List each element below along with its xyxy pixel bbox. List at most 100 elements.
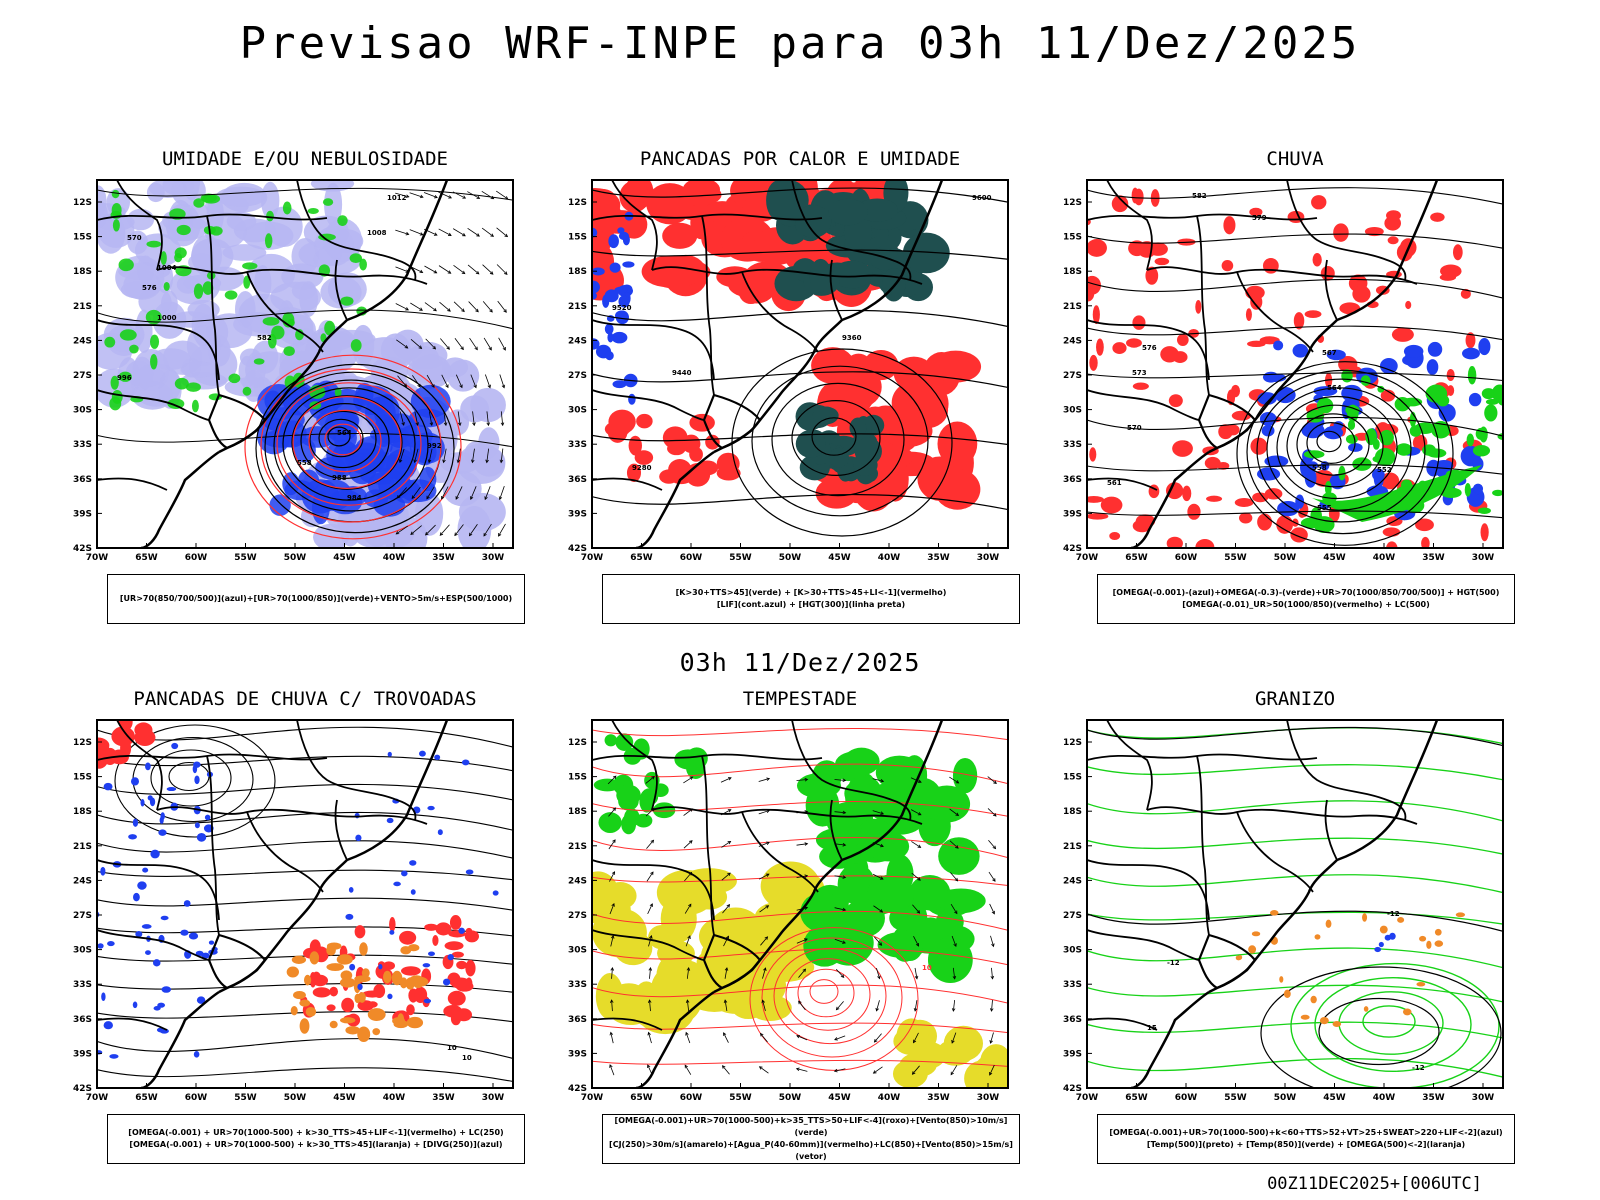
contour-label: 9440 (672, 369, 692, 377)
contour-label: 1000 (157, 314, 177, 322)
lat-tick-label: 36S (568, 1015, 587, 1025)
map-frame (96, 179, 514, 549)
lon-tick-label: 45W (1323, 1093, 1346, 1103)
legend-line: [OMEGA(-0.001) + UR>70(1000-500) + k>30_… (129, 1140, 503, 1149)
map-heat-showers: 9600 9520 9440 9360 9280 12S 15S 18S 21S 24S 27S 30… (568, 179, 1009, 563)
lc850-vortex (749, 927, 919, 1071)
contour-label: 992 (427, 442, 442, 450)
lat-tick-label: 24S (568, 336, 587, 346)
contour-label: 576 (1142, 344, 1157, 352)
map-humidity: 1012 1008 1004 1000 996 992 988 984 570 576 582 564… (73, 179, 514, 563)
base-map (97, 180, 449, 548)
panel-title: UMIDADE E/OU NEBULOSIDADE (162, 148, 448, 170)
contour-labels: 9600 9520 9440 9360 9280 (612, 194, 992, 472)
lat-tick-label: 33S (568, 440, 587, 450)
legend-line: [LIF](cont.azul) + [HGT(300)](linha pret… (716, 600, 906, 609)
panel-legend: [OMEGA(-0.001)-(azul)+OMEGA(-0.3)-(verde… (1097, 574, 1515, 624)
contour-label: 9520 (612, 304, 632, 312)
lat-tick-label: 18S (568, 807, 587, 817)
lon-tick-label: 35W (1422, 1093, 1445, 1103)
lat-tick-label: 30S (568, 406, 587, 416)
panel-storm: TEMPESTADE 10 12S 15S 18S 21S 24S 27S 30S 33S 36S 3… (540, 688, 1020, 1198)
lon-tick-label: 65W (1125, 1093, 1148, 1103)
base-map (1087, 180, 1439, 548)
contour-labels: -12 -12 15 -12 (1147, 910, 1425, 1072)
lat-tick-label: 36S (568, 475, 587, 485)
lon-tick-label: 60W (185, 1093, 208, 1103)
base-map (592, 720, 944, 1088)
lon-tick-label: 55W (1224, 1093, 1247, 1103)
lat-tick-label: 15S (73, 233, 92, 243)
lat-tick-label: 36S (1063, 475, 1082, 485)
lat-tick-label: 24S (1063, 876, 1082, 886)
lat-tick-label: 18S (568, 267, 587, 277)
contour-label: 9280 (632, 464, 652, 472)
rain-green-band (1312, 465, 1482, 522)
lat-tick-label: 27S (73, 911, 92, 921)
lon-tick-label: 50W (779, 553, 802, 563)
lat-tick-label: 12S (73, 198, 92, 208)
contour-label: 1012 (387, 194, 407, 202)
lat-tick-label: 27S (568, 371, 587, 381)
thickness-contours (244, 354, 462, 540)
lat-tick-label: 39S (73, 509, 92, 519)
contour-label: 1008 (367, 229, 387, 237)
lat-tick-label: 21S (73, 302, 92, 312)
lat-tick-label: 12S (568, 738, 587, 748)
contour-label: 579 (1252, 214, 1267, 222)
lat-tick-label: 33S (568, 980, 587, 990)
contour-label: -12 (1167, 959, 1180, 967)
base-map (97, 720, 449, 1088)
panel-title: TEMPESTADE (742, 688, 858, 710)
contour-label: 567 (1322, 349, 1337, 357)
lat-tick-label: 42S (568, 1084, 587, 1094)
legend-line: [OMEGA(-0.01)_UR>50(1000/850)(vermelho) … (1182, 600, 1430, 609)
lat-tick-label: 42S (1063, 544, 1082, 554)
legend-line: [OMEGA(-0.001)-(azul)+OMEGA(-0.3)-(verde… (1112, 588, 1500, 597)
panel-legend: [UR>70(850/700/500)](azul)+[UR>70(1000/8… (107, 574, 525, 624)
omega-orange-fill (1235, 910, 1466, 1027)
lat-tick-label: 12S (568, 198, 587, 208)
contour-label: 10 (462, 1054, 472, 1062)
contour-labels: 10 (922, 964, 932, 972)
contour-label: 558 (297, 459, 312, 467)
panel-legend: [OMEGA(-0.001)+UR>70(1000-500)+k<60+TTS>… (1097, 1114, 1515, 1164)
run-timestamp: 00Z11DEC2025+[006UTC] (1267, 1174, 1482, 1194)
temp500-low (1260, 966, 1502, 1088)
legend-line: [OMEGA(-0.001)+UR>70(1000-500)+k<60+TTS>… (1109, 1128, 1503, 1137)
lat-tick-label: 30S (1063, 946, 1082, 956)
panel-title: CHUVA (1266, 148, 1324, 170)
lat-tick-label: 30S (568, 946, 587, 956)
map-frame (1086, 179, 1504, 549)
lon-tick-label: 45W (1323, 553, 1346, 563)
lon-tick-label: 55W (234, 553, 257, 563)
lon-tick-label: 55W (729, 1093, 752, 1103)
contour-labels: 1012 1008 1004 1000 996 992 988 984 570 576 582 564… (117, 194, 442, 502)
lon-tick-label: 70W (581, 553, 604, 563)
lat-tick-label: 15S (1063, 773, 1082, 783)
contour-label: -12 (1387, 910, 1400, 918)
map-frame (591, 719, 1009, 1089)
lon-tick-label: 30W (1472, 553, 1495, 563)
lat-tick-label: 15S (568, 233, 587, 243)
wind850-vectors (607, 775, 997, 1076)
map-rain: 58257957657357056756456155855555212S15S1… (1063, 179, 1504, 563)
lat-tick-label: 21S (1063, 302, 1082, 312)
lon-tick-label: 65W (630, 553, 653, 563)
lon-tick-label: 55W (729, 553, 752, 563)
rain-blue-fill (1256, 338, 1491, 521)
lon-tick-label: 70W (1076, 553, 1099, 563)
panel-legend: [OMEGA(-0.001) + UR>70(1000-500) + k>30_… (107, 1114, 525, 1164)
contour-label: 573 (1132, 369, 1147, 377)
lat-tick-label: 39S (568, 1049, 587, 1059)
contour-label: 10 (447, 1044, 457, 1052)
divergence-blue (97, 742, 218, 1059)
contour-labels: 10 10 (447, 1044, 472, 1062)
contour-label: 984 (347, 494, 362, 502)
lat-tick-label: 36S (73, 475, 92, 485)
temp500-contours (1087, 726, 1503, 932)
lat-tick-label: 33S (73, 980, 92, 990)
lon-tick-label: 35W (432, 1093, 455, 1103)
lat-tick-label: 27S (1063, 371, 1082, 381)
lat-tick-label: 33S (1063, 980, 1082, 990)
